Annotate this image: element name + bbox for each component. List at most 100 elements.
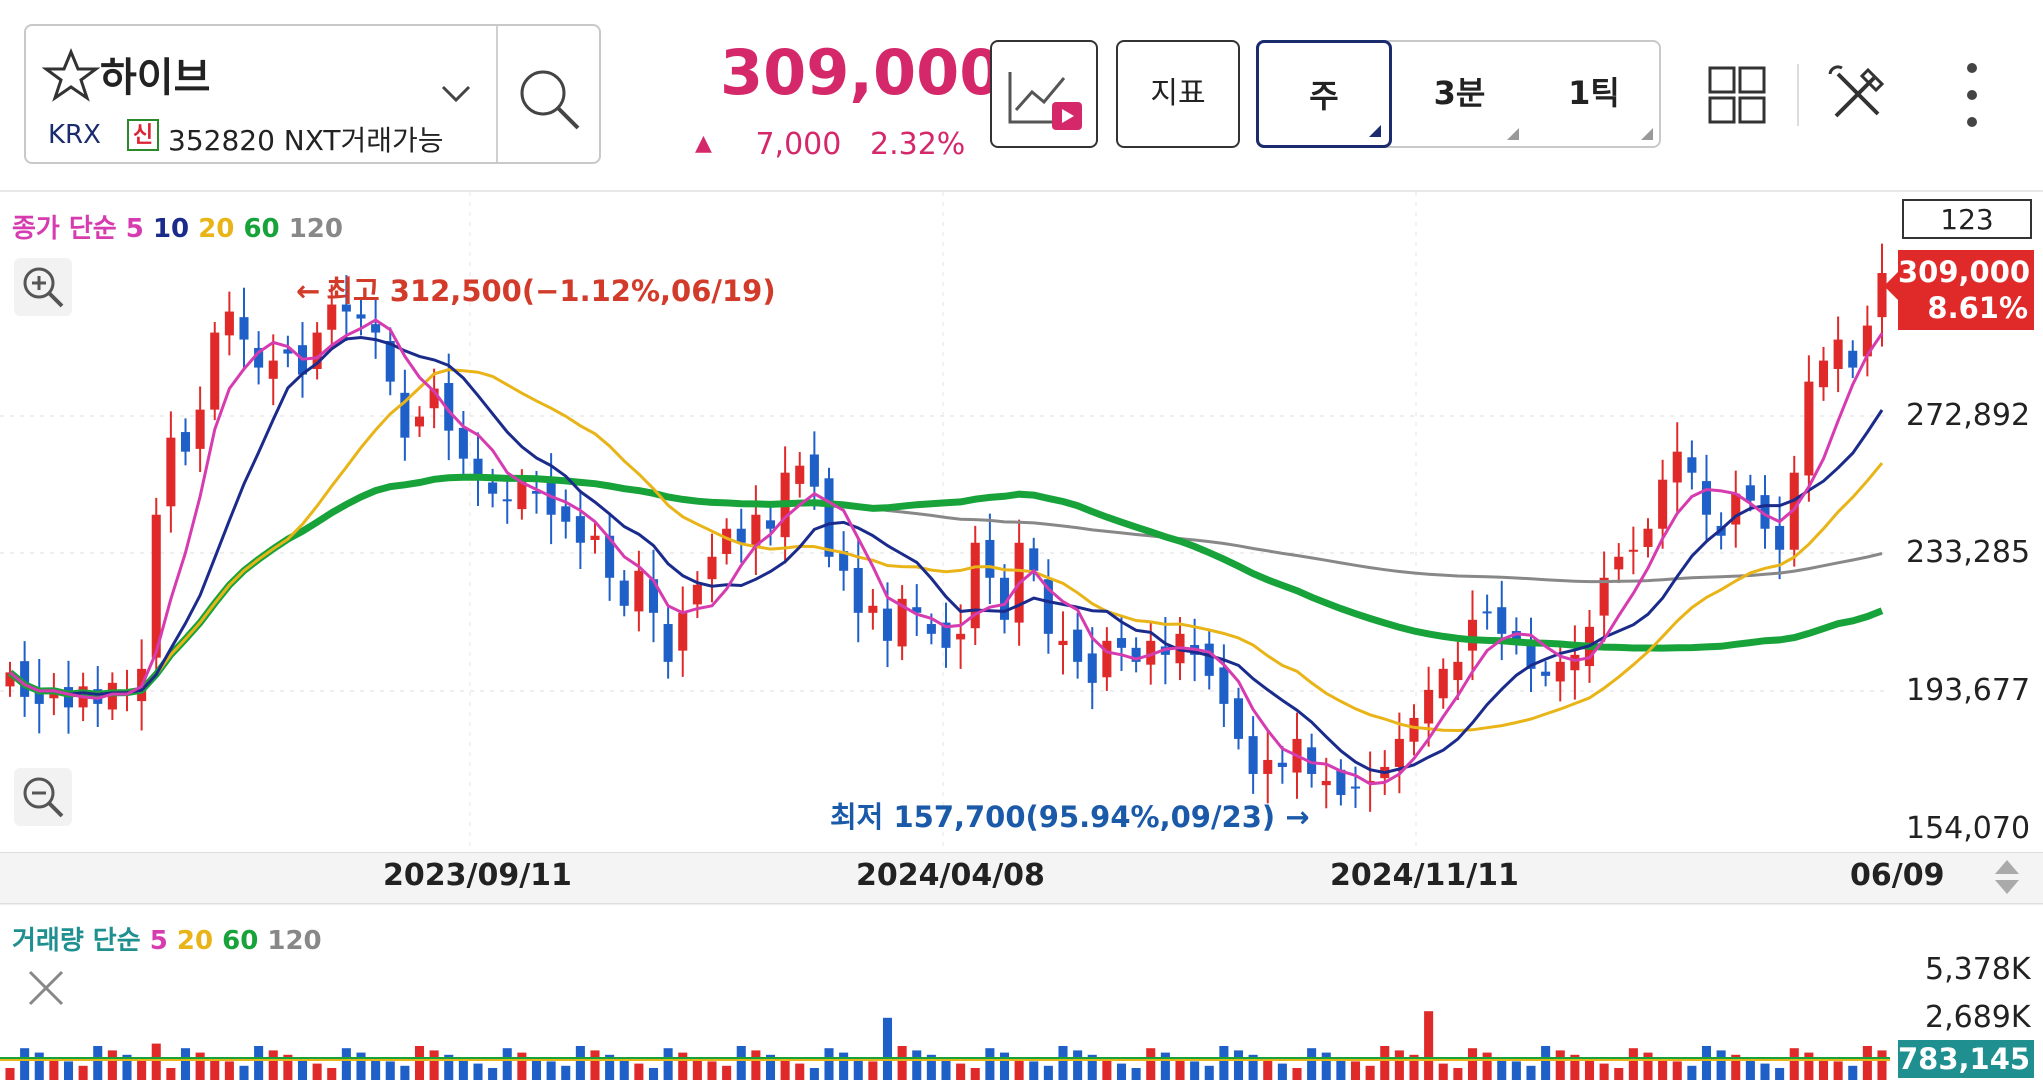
candle [1248, 736, 1258, 774]
candle [1833, 339, 1843, 370]
candle [254, 347, 264, 368]
header-divider [0, 190, 2043, 192]
exchange-label: KRX [48, 120, 101, 150]
stock-chart[interactable] [0, 192, 2043, 1080]
volume-bar [1233, 1050, 1244, 1080]
volume-bar [809, 1068, 819, 1080]
close-volume-icon[interactable] [26, 968, 66, 1008]
volume-bar [678, 1052, 688, 1080]
high-annotation: ← 최고 312,500(−1.12%,06/19) [296, 274, 776, 308]
candle [1877, 273, 1887, 318]
candle [648, 579, 659, 613]
more-icon[interactable] [1962, 60, 1982, 130]
volume-bar [1658, 1057, 1668, 1080]
volume-bar [1336, 1057, 1346, 1080]
candle [1073, 629, 1083, 662]
candle-count-box[interactable]: 123 [1902, 199, 2032, 239]
candle [868, 605, 878, 613]
volume-bar [1102, 1059, 1112, 1080]
candle [268, 360, 278, 379]
candle [692, 584, 702, 605]
candle [1116, 638, 1127, 648]
candle [1336, 769, 1346, 795]
volume-bar [1526, 1065, 1536, 1080]
candle [1087, 653, 1097, 683]
volume-bar [1701, 1046, 1712, 1080]
volume-bar [1628, 1048, 1638, 1080]
candle [166, 437, 176, 507]
candle [1029, 548, 1039, 571]
low-annotation: 최저 157,700(95.94%,09/23) → [830, 800, 1310, 834]
volume-bar [1160, 1052, 1170, 1080]
volume-bar [1307, 1048, 1317, 1080]
search-icon[interactable] [516, 66, 582, 132]
credit-badge: 신 [127, 119, 159, 151]
tab-1tick[interactable]: 1틱 [1527, 40, 1661, 148]
indicator-button[interactable]: 지표 [1116, 40, 1240, 148]
candle [678, 612, 688, 651]
zoom-out-icon[interactable] [14, 768, 72, 826]
last-volume-tag: 783,145 [1898, 1040, 2034, 1078]
volume-bar [1541, 1046, 1551, 1080]
stock-selector[interactable] [24, 24, 601, 164]
volume-bar [93, 1046, 103, 1080]
volume-bar [1453, 1068, 1463, 1080]
volume-bar [1175, 1057, 1185, 1080]
volume-bar [327, 1068, 337, 1080]
volume-bar [414, 1046, 425, 1080]
volume-bar [400, 1065, 410, 1080]
candle [458, 427, 468, 459]
chart-video-button[interactable] [990, 40, 1098, 148]
candle [1760, 495, 1770, 529]
volume-bar [1292, 1068, 1302, 1080]
volume-bar [1467, 1048, 1478, 1080]
volume-bar [1877, 1050, 1887, 1080]
candle [809, 454, 819, 487]
favorite-star-icon[interactable] [42, 48, 100, 104]
volume-bar [5, 1068, 15, 1080]
candle [1482, 611, 1492, 614]
last-price-tag: 309,000 8.61% [1884, 250, 2034, 330]
candle [707, 556, 717, 580]
scroll-arrows-icon[interactable] [1992, 856, 2022, 898]
candle [882, 608, 893, 641]
candle [1643, 528, 1653, 547]
candle [1731, 493, 1741, 525]
volume-bar [1848, 1065, 1858, 1080]
candle [1321, 780, 1331, 786]
candle [180, 432, 191, 452]
volume-bar [63, 1061, 74, 1080]
volume-bar [49, 1057, 59, 1080]
volume-bar [34, 1052, 44, 1080]
volume-bar [1833, 1061, 1843, 1080]
volume-bar [634, 1063, 644, 1080]
tools-icon[interactable] [1826, 64, 1888, 126]
candle [561, 506, 571, 522]
candle [473, 458, 483, 480]
volume-bar [195, 1052, 205, 1080]
up-arrow-icon: ▲ [695, 131, 712, 156]
volume-bar [429, 1050, 439, 1080]
candle [1438, 668, 1448, 699]
volume-bar [736, 1046, 746, 1080]
candle [1058, 640, 1068, 646]
volume-bar [1248, 1054, 1258, 1080]
grid-icon[interactable] [1708, 66, 1766, 124]
price-legend: 종가 단순 5 10 20 60 120 [12, 214, 343, 244]
volume-bar [283, 1054, 293, 1080]
volume-bar [1321, 1052, 1331, 1080]
chevron-down-icon[interactable] [440, 84, 472, 104]
tab-3min[interactable]: 3분 [1392, 40, 1527, 148]
x-tick-label: 2024/04/08 [856, 858, 1045, 893]
volume-bar [1672, 1061, 1682, 1080]
tab-weekly[interactable]: 주 [1256, 40, 1392, 148]
candle [824, 478, 834, 557]
volume-bar [1365, 1065, 1375, 1080]
zoom-in-icon[interactable] [14, 258, 72, 316]
candle [1775, 525, 1785, 550]
volume-bar [780, 1059, 790, 1080]
volume-bar [224, 1061, 234, 1080]
volume-bar [1687, 1065, 1697, 1080]
candle [1043, 579, 1053, 634]
candle [400, 392, 410, 438]
